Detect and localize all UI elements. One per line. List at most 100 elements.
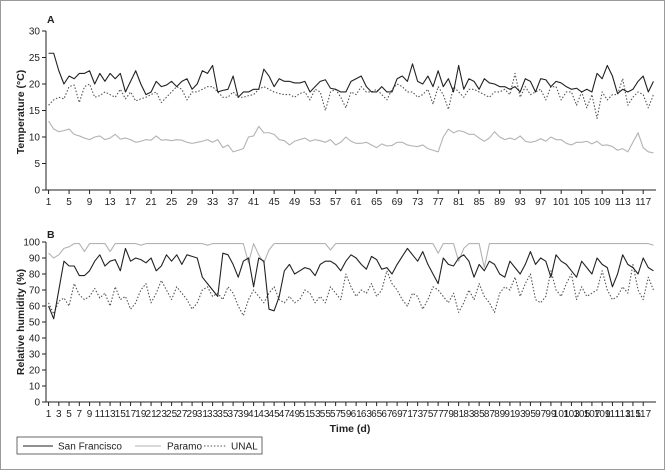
panel-b-y-tick-label: 20 [29,366,41,377]
panel-b-y-tick-label: 70 [29,286,41,297]
panel-b-x-tick-label: 67 [381,409,393,420]
panel-b-x-tick-label: 85 [474,409,486,420]
panel-b-x-tick-label: 21 [146,409,158,420]
panel-a-y-tick-label: 5 [34,159,40,170]
panel-a-x-tick-label: 85 [474,197,486,208]
panel-b-x-tick-label: 5 [66,409,72,420]
panel-b-x-tick-label: 57 [330,409,342,420]
panel-b-x-tick-label: 117 [635,409,651,420]
panel-b-x-tick-label: 33 [207,409,219,420]
panel-a-x-tick-label: 105 [573,197,590,208]
panel-b-x-tick-label: 39 [238,409,250,420]
panel-b-x-axis-title: Time (d) [330,423,371,435]
panel-b-x-tick-label: 29 [187,409,199,420]
panel-b-x-tick-label: 23 [156,409,168,420]
panel-b-x-tick-label: 17 [125,409,137,420]
panel-b-x-tick-label: 37 [228,409,240,420]
panel-b-x-tick-label: 105 [573,409,590,420]
legend-label-unal: UNAL [231,442,258,453]
panel-b-x-tick-label: 115 [625,409,641,420]
panel-a-y-axis-title: Temperature (°C) [15,70,27,155]
panel-b-x-tick-label: 79 [443,409,455,420]
panel-a-x-tick-label: 97 [535,197,547,208]
panel-b-x-tick-label: 103 [563,409,580,420]
panel-b-x-tick-label: 19 [135,409,147,420]
panel-a-x-tick-label: 57 [330,197,342,208]
panel-a-x-tick-label: 93 [515,197,527,208]
panel-a-x-tick-label: 49 [289,197,301,208]
panel-b-x-tick-label: 53 [310,409,322,420]
panel-b-y-tick-label: 40 [29,334,41,345]
panel-b-x-tick-label: 69 [392,409,404,420]
panel-b-y-tick-label: 30 [29,350,41,361]
panel-b-x-tick-label: 109 [594,409,611,420]
panel-b-y-axis-title: Relative humidity (%) [15,269,27,375]
panel-a-x-tick-label: 73 [412,197,424,208]
panel-a-y-tick-label: 15 [29,106,41,117]
panel-a-x-tick-label: 117 [635,197,651,208]
legend-label-paramo: Paramo [167,442,202,453]
panel-a-x-tick-label: 21 [146,197,158,208]
panel-b-x-tick-label: 15 [115,409,127,420]
panel-b-x-tick-label: 81 [453,409,465,420]
panel-b-x-tick-label: 59 [340,409,352,420]
panel-b-y-tick-label: 10 [29,382,41,393]
panel-b-x-tick-label: 43 [258,409,270,420]
panel-a-x-tick-label: 45 [269,197,281,208]
panel-b-label: B [47,229,55,241]
panel-b-x-tick-label: 31 [197,409,209,420]
panel-b-x-tick-label: 27 [176,409,188,420]
panel-b-series-paramo [48,243,654,269]
panel-a-x-tick-label: 113 [615,197,631,208]
panel-a-x-tick-label: 53 [310,197,322,208]
panel-b-x-tick-label: 47 [279,409,291,420]
panel-a-x-tick-label: 33 [207,197,219,208]
panel-b-x-tick-label: 83 [463,409,475,420]
panel-b-y-tick-label: 0 [34,398,40,409]
panel-b-x-tick-label: 61 [351,409,363,420]
panel-b-y-tick-label: 90 [29,254,41,265]
panel-b-x-tick-label: 75 [422,409,434,420]
panel-b-x-tick-label: 1 [46,409,52,420]
panel-a-x-tick-label: 41 [248,197,260,208]
panel-a-x-tick-label: 89 [494,197,506,208]
panel-b-x-tick-label: 71 [402,409,414,420]
panel-b-x-tick-label: 99 [545,409,557,420]
panel-b-x-tick-label: 101 [553,409,570,420]
panel-b-x-tick-label: 97 [535,409,547,420]
panel-b-x-tick-label: 111 [605,409,621,420]
panel-a-y-tick-label: 10 [29,133,41,144]
panel-b-x-tick-label: 73 [412,409,424,420]
panel-b-x-tick-label: 113 [615,409,631,420]
legend-label-san-francisco: San Francisco [58,442,122,453]
panel-b-x-tick-label: 95 [525,409,537,420]
panel-a-series-paramo [48,120,654,154]
panel-b-y-tick-label: 80 [29,270,41,281]
panel-a-series-unal [48,72,654,119]
panel-a-x-tick-label: 77 [433,197,445,208]
panel-b-y-tick-label: 60 [29,302,41,313]
panel-a-label: A [47,14,55,26]
panel-b-x-tick-label: 3 [56,409,62,420]
panel-a-x-tick-label: 65 [371,197,383,208]
panel-a-x-tick-label: 1 [46,197,52,208]
panel-a-y-tick-label: 30 [29,27,41,38]
panel-a-x-tick-label: 25 [166,197,178,208]
panel-b-x-tick-label: 77 [433,409,445,420]
panel-b-x-tick-label: 41 [248,409,260,420]
panel-a-x-tick-label: 81 [453,197,465,208]
panel-b-x-tick-label: 45 [269,409,281,420]
panel-b-x-tick-label: 25 [166,409,178,420]
panel-a-x-tick-label: 37 [228,197,240,208]
panel-b-x-tick-label: 35 [217,409,229,420]
panel-a-x-tick-label: 101 [553,197,570,208]
panel-a-x-tick-label: 29 [187,197,199,208]
panel-b-x-tick-label: 11 [95,409,106,420]
panel-a-y-tick-label: 20 [29,80,41,91]
panel-b-series-san-francisco [48,247,654,320]
panel-a-y-tick-label: 0 [34,186,40,197]
panel-a-x-tick-label: 69 [392,197,404,208]
